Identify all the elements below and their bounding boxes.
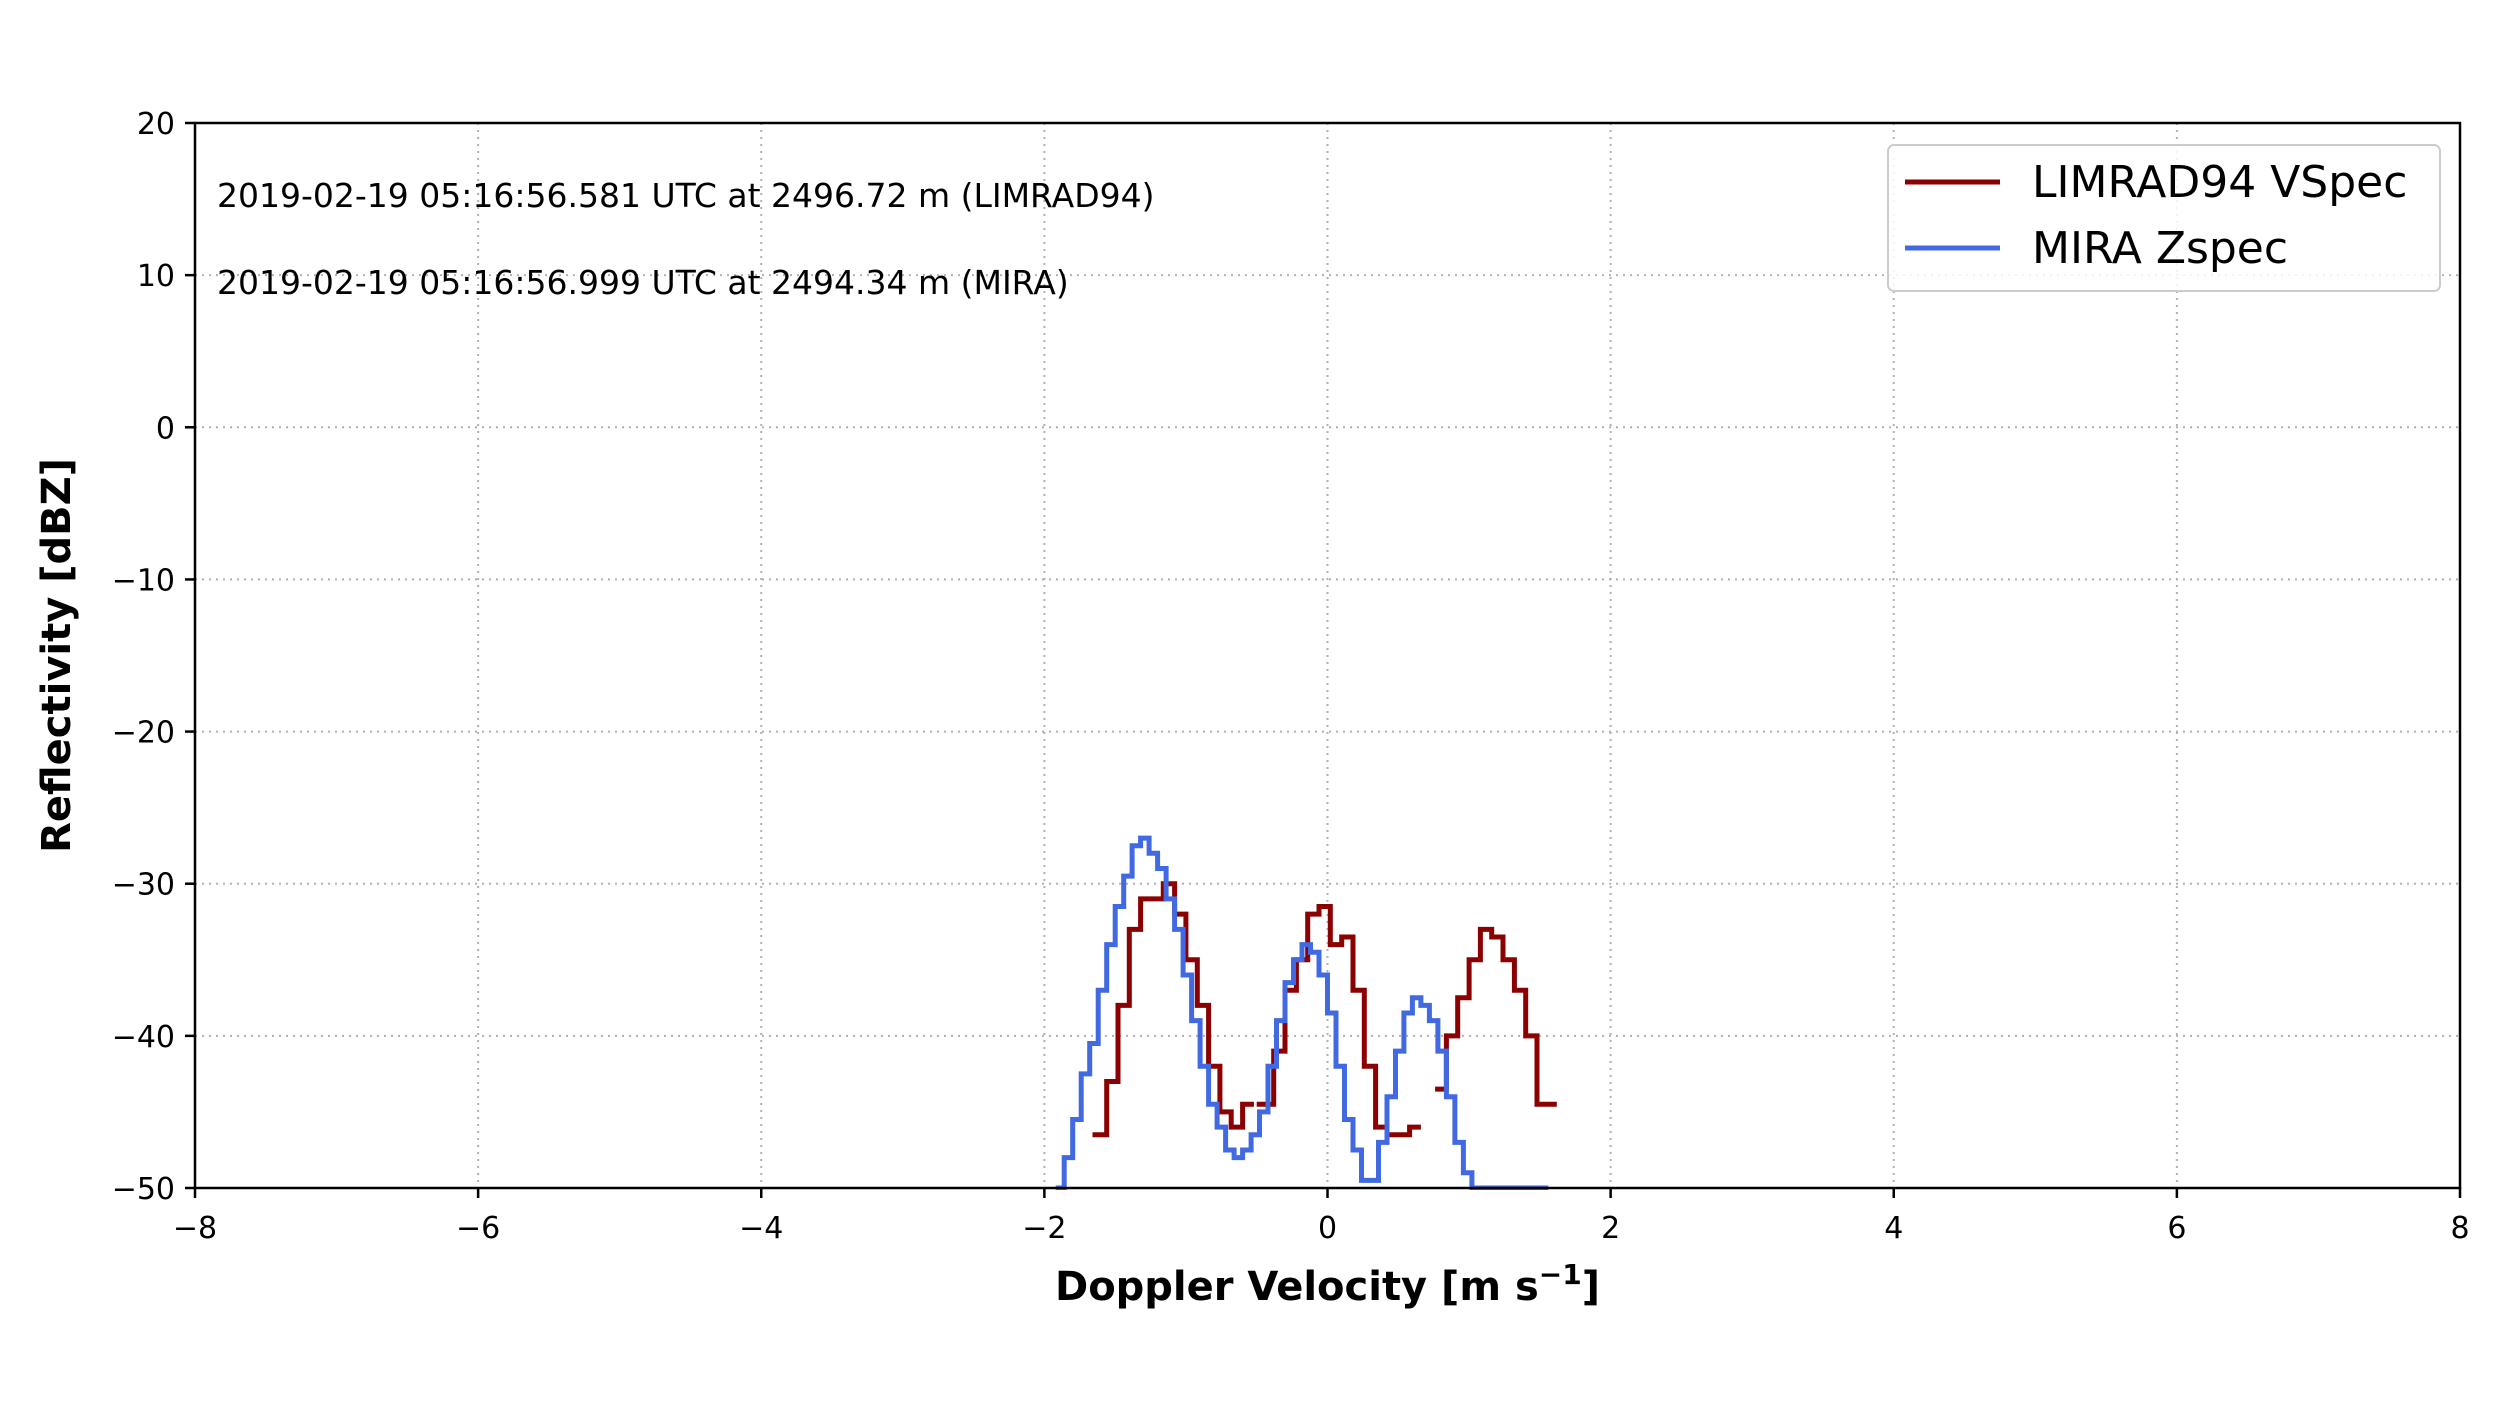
y-tick-label: 20 [137, 107, 175, 142]
x-tick-label: 8 [2450, 1211, 2469, 1246]
x-tick-label: −4 [739, 1211, 783, 1246]
y-axis-label: Reflectivity [dBZ] [34, 458, 80, 853]
series-line-limrad94 [1092, 881, 1557, 1138]
plot-area [1055, 835, 1557, 1190]
annotation-limrad94: 2019-02-19 05:16:56.581 UTC at 2496.72 m… [217, 176, 1155, 215]
y-tick-label: −10 [112, 563, 175, 598]
x-axis-label-superscript: −1 [1539, 1258, 1582, 1291]
y-tick-label: 0 [156, 411, 175, 446]
annotation-mira: 2019-02-19 05:16:56.999 UTC at 2494.34 m… [217, 263, 1069, 302]
legend-label-limrad94: LIMRAD94 VSpec [2032, 157, 2407, 208]
series-line-mira [1055, 835, 1549, 1190]
x-tick-label: −6 [456, 1211, 500, 1246]
x-tick-label: −8 [173, 1211, 217, 1246]
y-tick-label: −40 [112, 1020, 175, 1055]
x-axis-label: Doppler Velocity [m s−1] [1055, 1258, 1600, 1310]
x-axis-label-main: Doppler Velocity [m s [1055, 1264, 1539, 1310]
x-tick-label: 6 [2167, 1211, 2186, 1246]
y-tick-label: 10 [137, 259, 175, 294]
legend-label-mira: MIRA Zspec [2032, 223, 2288, 274]
y-tick-label: −50 [112, 1172, 175, 1207]
legend: LIMRAD94 VSpec MIRA Zspec [1887, 144, 2441, 292]
x-tick-label: 2 [1601, 1211, 1620, 1246]
y-tick-label: −20 [112, 716, 175, 751]
x-tick-label: 4 [1884, 1211, 1903, 1246]
legend-box [1887, 144, 2441, 292]
x-tick-label: 0 [1318, 1211, 1337, 1246]
x-axis-label-end: ] [1582, 1264, 1600, 1310]
x-tick-label: −2 [1022, 1211, 1066, 1246]
y-tick-label: −30 [112, 868, 175, 903]
